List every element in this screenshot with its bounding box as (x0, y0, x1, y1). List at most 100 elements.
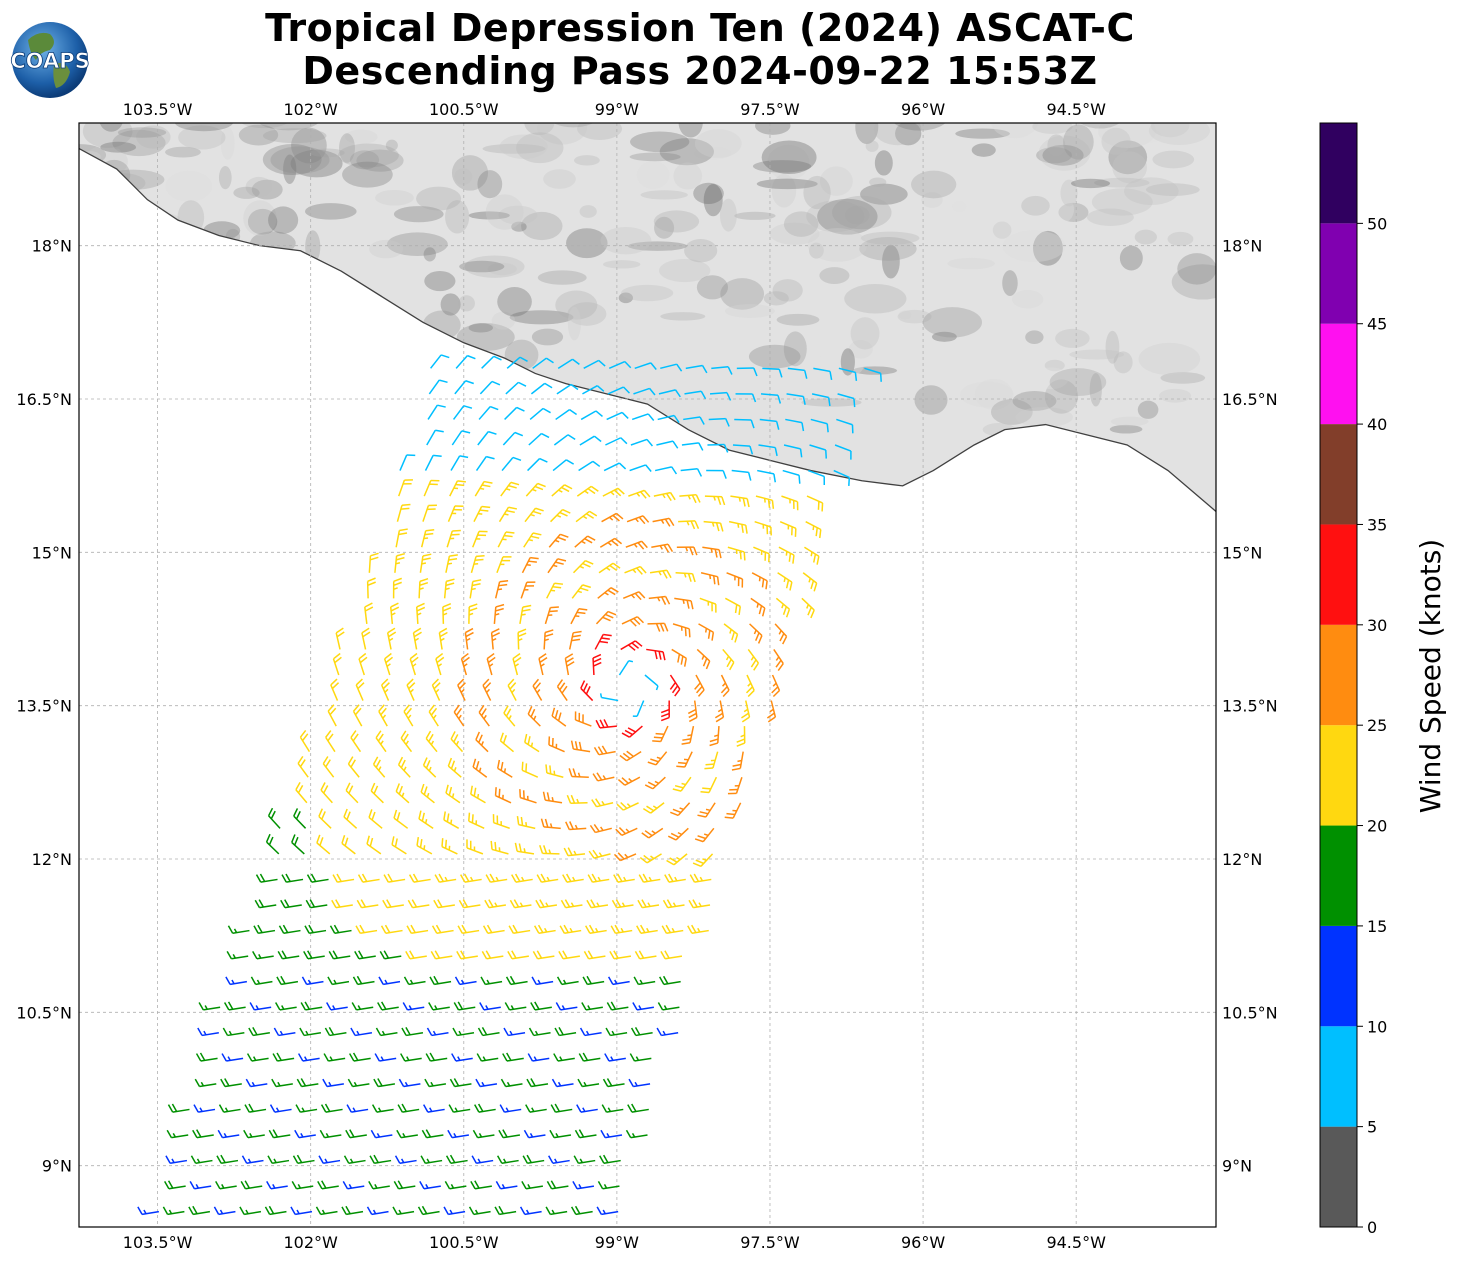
wind-barb (660, 950, 683, 960)
wind-barb (332, 652, 342, 676)
wind-barb (305, 899, 328, 909)
terrain-patch (349, 150, 380, 170)
terrain-patch (761, 140, 817, 175)
terrain-patch (844, 283, 907, 314)
wind-barb (434, 873, 457, 883)
wind-barb (656, 1027, 679, 1037)
wind-barb (459, 873, 482, 883)
wind-barb (810, 418, 829, 433)
wind-barb (244, 1103, 267, 1113)
terrain-patch (579, 205, 597, 218)
wind-barb (475, 1078, 498, 1088)
terrain-patch (921, 192, 943, 208)
terrain-patch (1135, 129, 1162, 144)
wind-barb (255, 873, 278, 883)
wind-barb (481, 950, 504, 960)
wind-barb (786, 393, 806, 405)
wind-barb (398, 479, 413, 497)
wind-barb (458, 899, 481, 909)
wind-barb (604, 1053, 626, 1062)
wind-barb (508, 924, 531, 934)
wind-barb (629, 1053, 652, 1062)
wind-barb (290, 1206, 313, 1216)
wind-barb (406, 678, 416, 701)
wind-barb (747, 648, 760, 671)
wind-barb (379, 950, 402, 960)
wind-barb (551, 1078, 574, 1088)
wind-barb (517, 628, 527, 650)
terrain-patch (653, 210, 700, 233)
wind-barb (570, 740, 591, 753)
wind-barb (598, 562, 621, 574)
wind-barb (137, 1206, 159, 1216)
wind-barb (597, 587, 619, 599)
terrain-patch (468, 323, 493, 333)
wind-barb (578, 460, 601, 472)
wind-barb (525, 1104, 547, 1113)
terrain-patch (220, 127, 235, 160)
wind-barb (423, 479, 440, 497)
wind-barb (700, 572, 720, 586)
wind-barb (296, 1078, 319, 1088)
terrain-patch (629, 152, 681, 162)
lat-tick-label-left: 10.5°N (16, 1003, 72, 1022)
wind-barb (218, 1104, 241, 1113)
wind-barb (460, 652, 470, 676)
wind-barb (545, 1206, 568, 1216)
wind-barb (470, 554, 485, 573)
terrain-patch (817, 198, 878, 235)
wind-barb (418, 578, 429, 599)
wind-barb (657, 1002, 680, 1011)
wind-barb (499, 732, 515, 753)
wind-barb (499, 1104, 522, 1113)
terrain-patch (112, 129, 166, 157)
wind-barb (392, 1232, 413, 1239)
colorbar-tick-label: 15 (1367, 917, 1387, 936)
wind-barb (611, 899, 634, 909)
wind-barb (741, 700, 751, 723)
wind-barbs (137, 354, 882, 1239)
wind-barb (687, 700, 698, 723)
wind-barb (478, 704, 490, 727)
terrain-patch (385, 139, 398, 152)
wind-barb (477, 1027, 500, 1037)
wind-barb (475, 455, 495, 471)
wind-barb (280, 899, 302, 909)
colorbar-bin (1320, 1126, 1357, 1227)
wind-barb (553, 1053, 575, 1062)
lon-tick-label-bottom: 100.5°W (429, 1233, 499, 1252)
wind-barb (745, 674, 755, 698)
wind-barb (545, 764, 564, 778)
terrain-patch (1138, 342, 1201, 376)
wind-barb (446, 529, 461, 548)
terrain-patch (694, 129, 742, 158)
wind-barb (355, 678, 365, 701)
wind-barb (220, 1078, 242, 1088)
terrain-patch (1046, 195, 1075, 224)
wind-barb (395, 783, 410, 804)
terrain-patch (268, 206, 299, 234)
terrain-patch (874, 150, 893, 176)
wind-barb (299, 1027, 322, 1037)
lon-tick-label-top: 102°W (284, 100, 339, 119)
wind-barb (546, 1180, 569, 1190)
wind-barb (267, 1155, 290, 1164)
terrain-patch (456, 323, 515, 351)
terrain-patch (521, 211, 563, 241)
wind-barb (248, 1027, 270, 1037)
wind-barb (530, 382, 553, 395)
wind-barb (539, 845, 560, 855)
wind-barb (709, 391, 732, 401)
terrain-patch (748, 344, 801, 369)
terrain-patch (976, 81, 1019, 111)
terrain-patch (803, 175, 831, 210)
wind-barb (497, 531, 515, 548)
terrain-patch (451, 155, 489, 191)
wind-barb (683, 416, 705, 425)
terrain-patch (1113, 351, 1133, 374)
wind-barb (448, 1104, 471, 1113)
wind-barb (424, 1078, 447, 1088)
wind-barb (771, 674, 781, 698)
wind-barb (687, 924, 709, 934)
wind-barb (548, 1155, 570, 1164)
